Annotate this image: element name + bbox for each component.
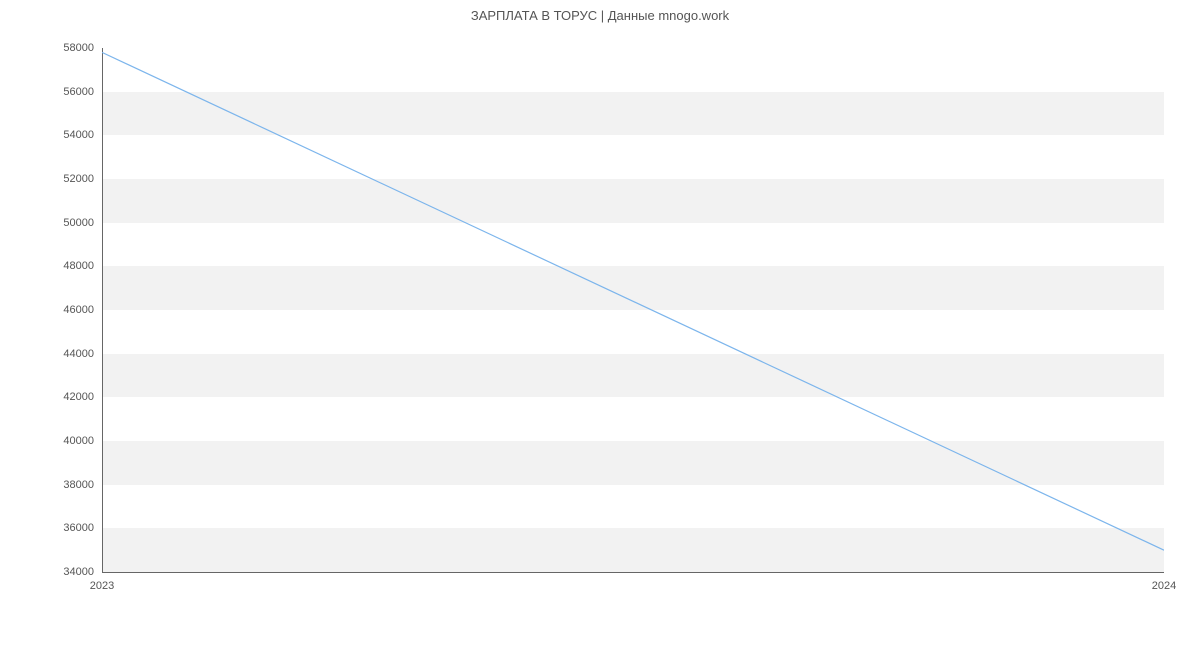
series-line: [102, 52, 1164, 550]
y-tick-label: 42000: [34, 391, 94, 403]
plot-area: 3400036000380004000042000440004600048000…: [102, 48, 1164, 572]
x-axis-line: [102, 572, 1164, 573]
y-tick-label: 36000: [34, 522, 94, 534]
y-tick-label: 40000: [34, 435, 94, 447]
y-tick-label: 58000: [34, 42, 94, 54]
chart-title: ЗАРПЛАТА В ТОРУС | Данные mnogo.work: [0, 8, 1200, 23]
y-tick-label: 34000: [34, 566, 94, 578]
y-tick-label: 48000: [34, 260, 94, 272]
y-tick-label: 50000: [34, 217, 94, 229]
line-layer: [102, 48, 1164, 572]
y-tick-label: 54000: [34, 129, 94, 141]
y-tick-label: 46000: [34, 304, 94, 316]
y-tick-label: 44000: [34, 348, 94, 360]
y-tick-label: 52000: [34, 173, 94, 185]
y-tick-label: 38000: [34, 479, 94, 491]
chart-container: ЗАРПЛАТА В ТОРУС | Данные mnogo.work 340…: [0, 0, 1200, 650]
x-tick-label: 2023: [90, 580, 114, 592]
x-tick-label: 2024: [1152, 580, 1176, 592]
y-tick-label: 56000: [34, 86, 94, 98]
